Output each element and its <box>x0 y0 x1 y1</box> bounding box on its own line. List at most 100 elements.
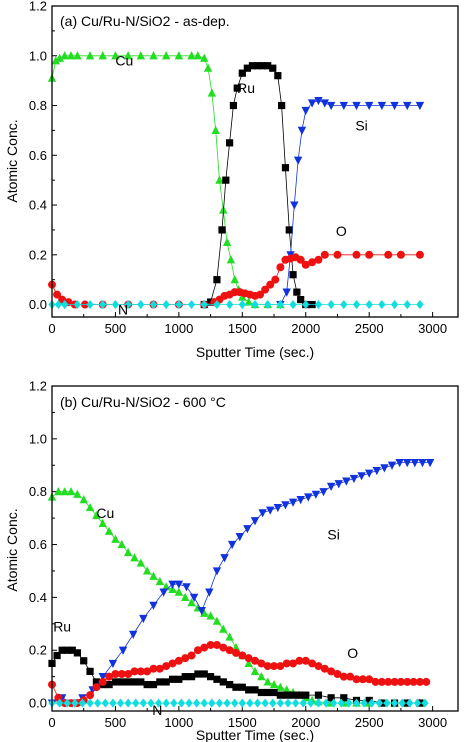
data-point-cu <box>130 553 139 562</box>
data-point-o <box>396 677 405 686</box>
data-point-ru <box>238 683 246 691</box>
data-point-ru <box>168 675 177 683</box>
data-point-si <box>293 156 303 165</box>
data-point-ru <box>194 670 202 678</box>
data-point-ru <box>264 688 272 697</box>
data-point-ru <box>264 62 272 70</box>
data-point-si <box>281 501 290 510</box>
data-point-si <box>129 630 138 639</box>
data-point-si <box>339 101 349 111</box>
data-point-ru <box>302 691 310 699</box>
series-label-cu: Cu <box>96 505 114 521</box>
data-point-n <box>231 698 239 708</box>
data-point-si <box>425 459 435 468</box>
data-point-ru <box>68 646 76 654</box>
data-point-o <box>358 675 367 684</box>
data-point-ru <box>281 164 290 172</box>
y-tick-label: 0.0 <box>29 297 47 312</box>
data-point-cu <box>117 539 126 549</box>
data-point-cu <box>73 51 82 60</box>
data-point-o <box>261 285 270 294</box>
data-point-n <box>54 299 62 310</box>
data-point-o <box>314 255 323 264</box>
data-point-o <box>371 677 380 686</box>
data-point-cu <box>79 495 88 504</box>
x-tick-label: 2500 <box>355 321 384 336</box>
data-point-cu <box>55 53 64 62</box>
data-point-o <box>174 656 183 665</box>
data-point-si <box>250 517 260 526</box>
x-tick-label: 3000 <box>418 321 447 336</box>
data-point-cu <box>230 275 239 284</box>
data-point-n <box>187 299 196 310</box>
data-point-o <box>327 667 336 676</box>
data-point-si <box>243 525 252 534</box>
data-point-n <box>185 698 193 708</box>
data-point-ru <box>213 675 221 683</box>
data-point-cu <box>98 518 107 527</box>
data-point-o <box>251 656 259 665</box>
data-point-o <box>415 250 424 259</box>
data-point-ru <box>285 226 293 234</box>
data-point-ru <box>289 271 297 279</box>
data-point-si <box>380 464 389 473</box>
data-point-si <box>334 480 343 489</box>
panel-a-ylabel: Atomic Conc. <box>4 119 20 202</box>
data-point-n <box>208 698 216 708</box>
data-point-ru <box>340 694 348 702</box>
data-point-cu <box>85 51 95 60</box>
data-point-o <box>130 667 139 676</box>
data-point-o <box>282 659 291 668</box>
x-tick-label: 0 <box>48 321 55 336</box>
data-point-o <box>117 670 126 679</box>
data-point-cu <box>149 571 158 580</box>
data-point-o <box>320 664 329 673</box>
series-label-cu: Cu <box>115 53 133 69</box>
data-point-n <box>139 698 147 708</box>
data-point-o <box>200 643 209 652</box>
data-point-si <box>307 99 317 108</box>
data-point-si <box>118 646 128 655</box>
data-point-o <box>403 677 412 686</box>
data-point-n <box>398 698 406 708</box>
x-tick-label: 1500 <box>228 321 257 336</box>
series-label-si: Si <box>355 117 367 133</box>
data-point-si <box>108 659 118 669</box>
panel-a: 0 500 1000 1500 2000 2500 3000 0.0 0.2 0.4 0.6 0.8 1… <box>4 0 459 360</box>
x-tick-label: 500 <box>105 321 127 336</box>
data-point-n <box>378 299 386 310</box>
data-point-ru <box>218 226 226 234</box>
data-point-cu <box>257 672 266 681</box>
data-point-cu <box>215 175 224 184</box>
series-label-ru: Ru <box>53 619 71 635</box>
data-point-cu <box>212 616 222 625</box>
data-point-ru <box>251 686 259 694</box>
data-point-cu <box>111 534 120 543</box>
data-point-o <box>352 675 361 684</box>
y-tick-label: 0.2 <box>29 643 47 658</box>
data-point-cu <box>193 51 203 60</box>
data-point-ru <box>253 62 262 70</box>
data-point-cu <box>168 584 177 594</box>
data-point-cu <box>263 677 272 686</box>
data-point-cu <box>51 56 61 65</box>
data-point-cu <box>244 658 253 668</box>
data-point-o <box>365 250 374 259</box>
data-point-n <box>251 299 259 310</box>
data-point-ru <box>200 670 208 678</box>
data-point-cu <box>200 53 209 62</box>
data-point-si <box>326 482 336 492</box>
series-label-n: N <box>118 302 128 318</box>
data-point-n <box>276 299 284 310</box>
data-point-cu <box>174 51 184 60</box>
data-point-o <box>289 659 298 668</box>
data-point-o <box>149 664 158 673</box>
data-point-o <box>308 258 317 267</box>
data-point-ru <box>295 691 304 699</box>
data-point-o <box>396 250 405 259</box>
data-point-si <box>266 506 275 515</box>
data-point-ru <box>187 673 196 681</box>
data-point-n <box>223 698 231 708</box>
data-point-n <box>289 299 297 310</box>
series-si <box>47 459 435 708</box>
